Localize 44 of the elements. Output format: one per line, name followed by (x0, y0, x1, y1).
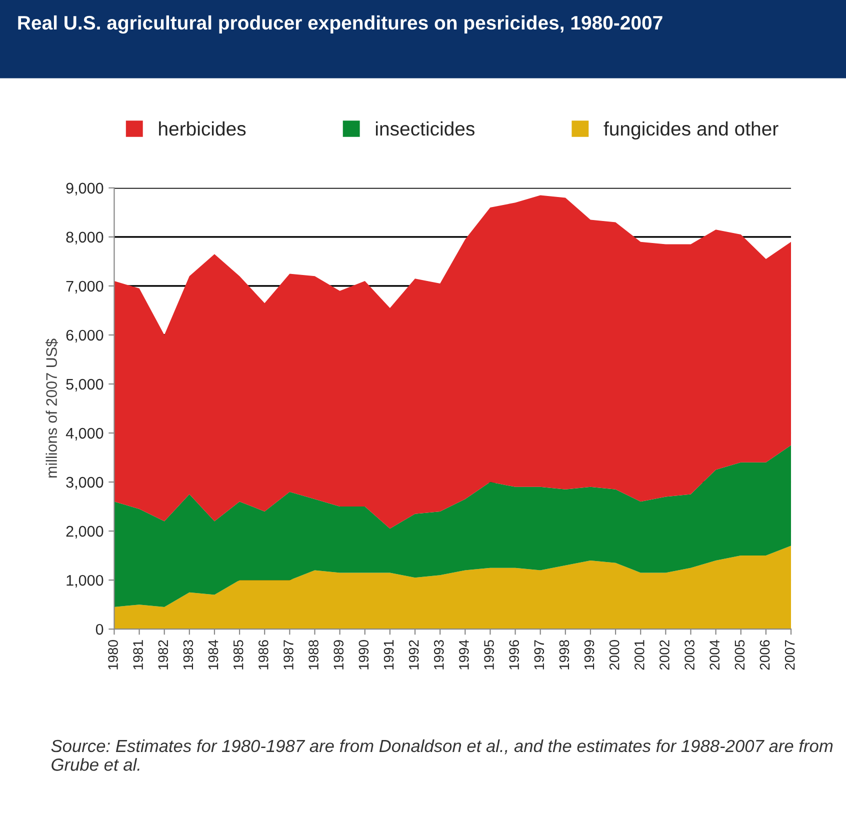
x-tick-label: 2001 (634, 640, 644, 670)
x-tick-label: 1997 (534, 640, 544, 670)
source-note: Source: Estimates for 1980-1987 are from Donaldson et al., and the estimates for 1988-2007 are from Grube et al. (51, 739, 833, 771)
chart-title: Real U.S. agricultural producer expenditures on pesricides, 1980-2007 (18, 15, 662, 34)
x-tick-label: 1980 (108, 640, 118, 670)
x-tick-label: 1992 (408, 640, 419, 670)
x-tick-label: 1986 (258, 640, 268, 670)
x-tick-label: 1983 (183, 640, 194, 670)
x-tick-label: 2006 (760, 640, 770, 670)
legend-label: fungicides and other (604, 121, 778, 140)
y-axis-title: millions of 2007 US$ (46, 338, 58, 478)
x-tick-label: 1994 (459, 640, 469, 670)
x-tick-label: 1995 (484, 640, 494, 670)
x-tick-label: 2005 (734, 640, 745, 670)
x-tick-label: 1988 (308, 640, 318, 670)
legend-label: herbicides (159, 121, 246, 136)
x-tick-label: 2007 (784, 640, 795, 670)
y-tick-label: 1,000 (66, 574, 104, 588)
y-tick-label: 4,000 (66, 428, 104, 440)
x-tick-label: 2002 (660, 640, 670, 670)
y-tick-label: 0 (96, 624, 104, 635)
x-tick-label: 1985 (233, 640, 244, 670)
y-tick-label: 7,000 (66, 280, 104, 294)
x-tick-label: 1991 (384, 640, 394, 670)
x-tick-label: 2004 (710, 640, 720, 670)
x-tick-label: 2000 (609, 640, 620, 670)
y-tick-label: 9,000 (66, 182, 104, 196)
x-tick-label: 1987 (284, 640, 294, 670)
y-tick-label: 3,000 (66, 476, 104, 490)
y-tick-label: 6,000 (66, 330, 104, 342)
x-tick-label: 1984 (208, 640, 218, 670)
x-tick-label: 1981 (133, 640, 144, 670)
x-tick-label: 1989 (334, 640, 344, 670)
x-tick-label: 1990 (358, 640, 369, 670)
x-tick-label: 2003 (684, 640, 694, 670)
x-tick-label: 1996 (509, 640, 520, 670)
y-tick-label: 8,000 (66, 232, 104, 244)
legend-label: insecticides (376, 121, 474, 136)
x-tick-label: 1998 (559, 640, 570, 670)
y-tick-label: 2,000 (66, 526, 104, 539)
x-tick-label: 1982 (158, 640, 168, 670)
x-tick-label: 1993 (434, 640, 444, 670)
x-tick-label: 1999 (584, 640, 594, 670)
y-tick-label: 5,000 (66, 378, 104, 392)
